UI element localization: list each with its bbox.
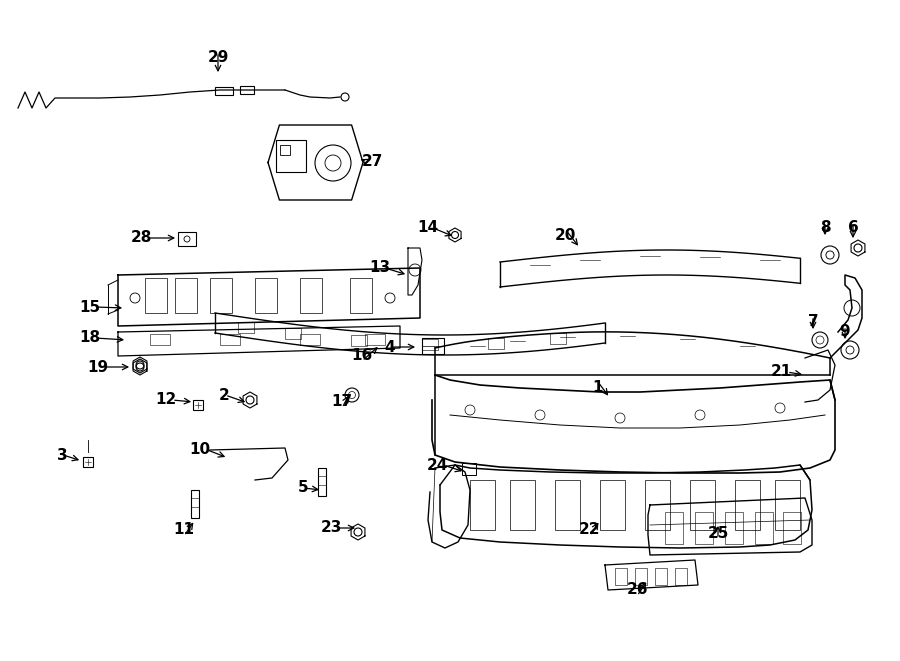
Bar	[725, 512, 743, 544]
Bar	[276, 140, 306, 172]
Text: 4: 4	[384, 340, 395, 354]
Bar	[470, 480, 495, 530]
Bar	[178, 232, 196, 246]
Bar	[318, 468, 326, 496]
Bar	[675, 568, 687, 585]
Bar	[462, 463, 476, 475]
Text: 8: 8	[820, 221, 831, 235]
Bar	[145, 278, 167, 313]
Bar	[635, 568, 647, 585]
Bar	[775, 480, 800, 530]
Bar	[510, 480, 535, 530]
Bar	[615, 568, 627, 585]
Bar	[488, 338, 504, 348]
Text: 25: 25	[707, 525, 729, 541]
Text: 16: 16	[351, 348, 373, 362]
Text: 2: 2	[220, 387, 230, 403]
Bar	[83, 457, 93, 467]
Text: 20: 20	[554, 227, 576, 243]
Bar	[238, 322, 254, 332]
Bar	[280, 145, 290, 155]
Text: 1: 1	[593, 381, 603, 395]
Bar	[555, 480, 580, 530]
Text: 6: 6	[848, 221, 859, 235]
Text: 11: 11	[174, 522, 194, 537]
Bar	[665, 512, 683, 544]
Bar	[755, 512, 773, 544]
Bar	[351, 335, 367, 346]
Bar	[690, 480, 715, 530]
Text: 3: 3	[58, 447, 68, 463]
Text: 24: 24	[427, 457, 448, 473]
Bar	[175, 278, 197, 313]
Text: 5: 5	[297, 481, 308, 496]
Text: 17: 17	[331, 395, 353, 410]
Text: 28: 28	[130, 231, 152, 245]
Text: 10: 10	[189, 442, 210, 457]
Text: 19: 19	[87, 360, 108, 375]
Bar	[735, 480, 760, 530]
Bar	[240, 86, 254, 94]
Bar	[285, 329, 301, 339]
Bar	[365, 334, 385, 345]
Bar	[215, 87, 233, 95]
Bar	[191, 490, 199, 518]
Bar	[600, 480, 625, 530]
Text: 21: 21	[770, 364, 792, 379]
Text: 18: 18	[79, 330, 100, 346]
Text: 26: 26	[626, 582, 648, 598]
Text: 22: 22	[580, 522, 601, 537]
Bar	[220, 334, 240, 345]
Bar	[150, 334, 170, 345]
Text: 9: 9	[840, 325, 850, 340]
Bar	[550, 332, 566, 344]
Bar	[255, 278, 277, 313]
Bar	[300, 278, 322, 313]
Text: 12: 12	[156, 393, 177, 407]
Text: 23: 23	[320, 520, 342, 535]
Bar	[783, 512, 801, 544]
Text: 14: 14	[417, 221, 438, 235]
Bar	[422, 338, 444, 354]
Bar	[210, 278, 232, 313]
Text: 27: 27	[362, 155, 383, 169]
Bar	[655, 568, 667, 585]
Bar	[300, 334, 320, 345]
Bar	[645, 480, 670, 530]
Text: 13: 13	[369, 260, 390, 276]
Bar	[695, 512, 713, 544]
Text: 7: 7	[807, 315, 818, 329]
Bar	[350, 278, 372, 313]
Bar	[421, 339, 437, 350]
Text: 29: 29	[207, 50, 229, 65]
Text: 15: 15	[79, 299, 100, 315]
Bar	[193, 400, 203, 410]
